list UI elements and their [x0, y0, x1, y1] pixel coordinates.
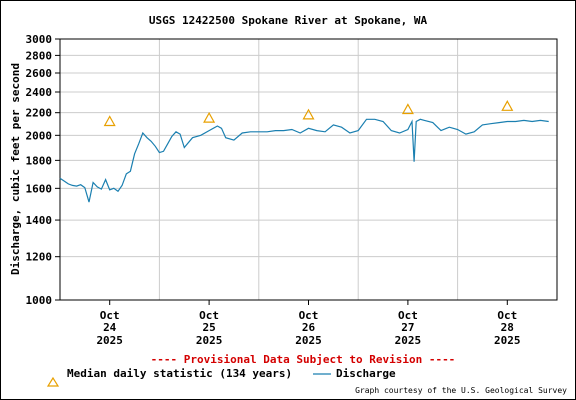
median-marker [401, 103, 414, 115]
x-tick-month: Oct [100, 309, 120, 322]
y-tick-label: 1600 [26, 182, 53, 195]
y-tick-label: 1800 [26, 154, 53, 167]
discharge-series-line [59, 118, 549, 203]
discharge-legend-label: Discharge [336, 367, 396, 380]
x-tick-day: 25 [202, 321, 215, 334]
y-tick-label: 2000 [26, 129, 53, 142]
x-tick-month: Oct [398, 309, 418, 322]
x-tick-month: Oct [497, 309, 517, 322]
median-marker [203, 111, 216, 123]
y-tick-label: 1000 [26, 294, 53, 307]
y-tick-label: 1200 [26, 251, 53, 264]
median-marker [501, 100, 514, 111]
provisional-notice: ---- Provisional Data Subject to Revisio… [151, 353, 456, 366]
grid-layer [60, 39, 557, 300]
x-tick-day: 26 [302, 321, 316, 334]
median-markers [103, 100, 514, 127]
y-tick-label: 2400 [26, 86, 53, 99]
graph-credit: Graph courtesy of the U.S. Geological Su… [355, 386, 567, 395]
plot-area-border [59, 38, 558, 301]
y-tick-label: 1400 [26, 214, 53, 227]
y-tick-label: 2200 [26, 107, 53, 120]
x-tick-day: 27 [401, 321, 414, 334]
x-tick-month: Oct [299, 309, 319, 322]
x-tick-month: Oct [199, 309, 219, 322]
median-marker [103, 115, 116, 127]
legend: Median daily statistic (134 years) Disch… [46, 367, 396, 387]
x-tick-day: 24 [103, 321, 117, 334]
y-tick-label: 2800 [26, 49, 53, 62]
chart-title: USGS 12422500 Spokane River at Spokane, … [149, 14, 428, 27]
x-axis-ticks: Oct242025Oct252025Oct262025Oct272025Oct2… [96, 300, 521, 347]
x-tick-year: 2025 [295, 334, 322, 347]
x-tick-year: 2025 [494, 334, 521, 347]
y-tick-label: 3000 [26, 33, 53, 46]
x-tick-year: 2025 [196, 334, 223, 347]
y-axis-label: Discharge, cubic feet per second [9, 63, 22, 275]
median-legend-icon [46, 376, 60, 387]
x-tick-day: 28 [501, 321, 514, 334]
x-tick-year: 2025 [96, 334, 123, 347]
y-tick-label: 2600 [26, 67, 53, 80]
median-legend-label: Median daily statistic (134 years) [67, 367, 292, 380]
median-marker [302, 108, 315, 120]
y-axis-ticks: 3000 2800 2600 2400 2200 2000 1800 1600 1400 1200… [26, 33, 60, 307]
x-tick-year: 2025 [395, 334, 422, 347]
